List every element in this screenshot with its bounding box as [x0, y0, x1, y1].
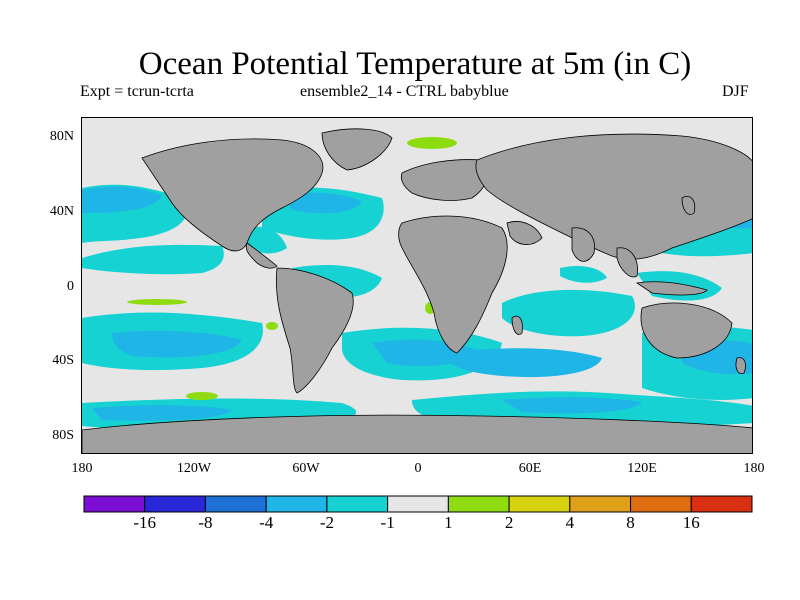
map-panel — [81, 117, 753, 454]
colorbar-label: -16 — [133, 513, 157, 532]
colorbar-swatch — [630, 495, 692, 513]
lat-label-80s: 80S — [52, 428, 74, 443]
colorbar-swatch — [690, 495, 753, 513]
ensemble-label: ensemble2_14 - CTRL babyblue — [300, 83, 509, 100]
colorbar-swatch — [508, 495, 571, 513]
colorbar-label: 2 — [504, 513, 514, 532]
lon-label-180e: 180 — [743, 461, 765, 476]
colorbar-label: -8 — [198, 513, 213, 532]
experiment-label: Expt = tcrun-tcrta — [80, 83, 194, 100]
colorbar-label: 4 — [565, 513, 575, 532]
lon-label-120e: 120E — [627, 461, 657, 476]
colorbar-label: 16 — [682, 513, 700, 532]
colorbar-label: -1 — [380, 513, 395, 532]
plot-title: Ocean Potential Temperature at 5m (in C) — [138, 46, 692, 82]
colorbar-label: 8 — [626, 513, 635, 532]
temperature-map — [82, 118, 752, 453]
warm-anomaly-green — [127, 137, 457, 400]
lon-label-0: 0 — [414, 461, 422, 476]
lon-label-60w: 60W — [292, 461, 320, 476]
colorbar-swatch — [326, 495, 389, 513]
colorbar-label: -2 — [319, 513, 334, 532]
land-masses — [82, 128, 752, 453]
lon-label-180w: 180 — [71, 461, 93, 476]
colorbar-swatch — [144, 495, 206, 513]
colorbar-swatch — [83, 495, 146, 513]
colorbar — [83, 495, 753, 513]
lat-label-40s: 40S — [52, 353, 74, 368]
colorbar-label: 1 — [444, 513, 453, 532]
colorbar-swatch — [569, 495, 632, 513]
season-label: DJF — [722, 83, 749, 100]
lat-label-40n: 40N — [49, 204, 74, 219]
lon-label-120w: 120W — [176, 461, 212, 476]
lat-label-0: 0 — [67, 279, 74, 294]
lon-label-60e: 60E — [518, 461, 542, 476]
colorbar-label: -4 — [259, 513, 274, 532]
colorbar-swatch — [387, 495, 449, 513]
colorbar-swatch — [265, 495, 328, 513]
colorbar-swatch — [204, 495, 267, 513]
lat-label-80n: 80N — [49, 129, 74, 144]
colorbar-swatch — [447, 495, 510, 513]
